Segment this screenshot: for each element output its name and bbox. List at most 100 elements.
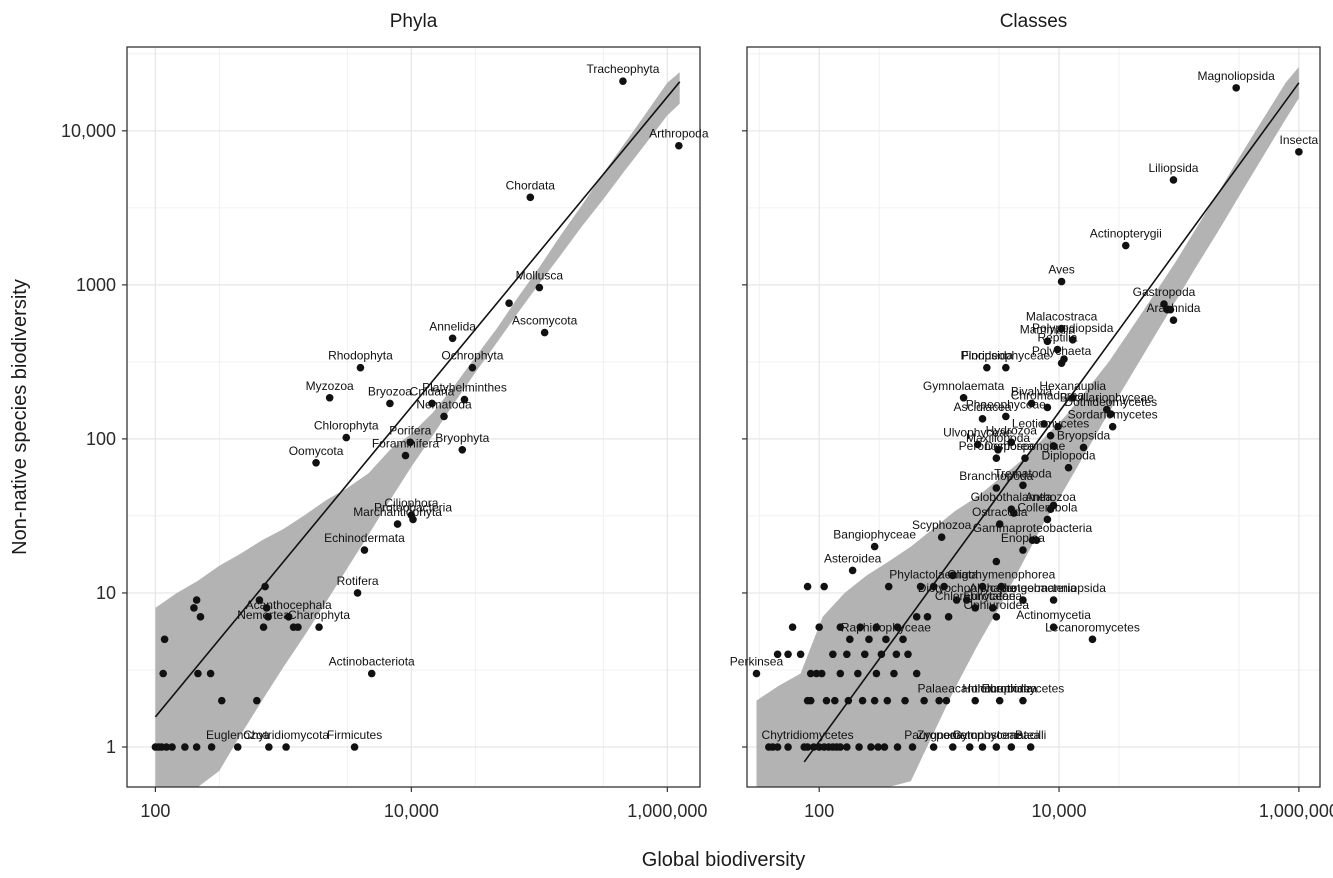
confidence-band — [155, 72, 680, 787]
data-point — [994, 445, 1002, 454]
x-tick-label: 100 — [804, 801, 834, 821]
point-label: Bryophyta — [435, 431, 489, 445]
data-point — [526, 193, 535, 202]
data-point — [284, 613, 293, 621]
data-point — [843, 650, 851, 659]
point-label: Nematoda — [416, 397, 472, 411]
data-point — [1043, 515, 1052, 524]
data-point — [883, 696, 892, 705]
data-point — [965, 743, 974, 751]
point-label: Pauropoda — [904, 728, 963, 742]
data-point — [912, 669, 921, 678]
data-point — [882, 635, 890, 644]
data-point — [929, 582, 938, 591]
point-label: Palaeacanthocephala — [918, 682, 1034, 696]
data-point — [1068, 335, 1077, 344]
data-point — [1049, 501, 1058, 510]
data-point — [983, 363, 991, 372]
point-label: Chytridiomycota — [243, 728, 329, 742]
data-point — [971, 604, 980, 612]
point-label: Mammalia — [1020, 322, 1076, 336]
data-point — [988, 604, 997, 612]
point-label: Tracheophyta — [586, 62, 659, 76]
point-label: Oligohymenophorea — [947, 568, 1055, 582]
data-point — [992, 613, 1001, 621]
point-label: Holothuroidea — [962, 682, 1037, 696]
data-point — [1019, 546, 1027, 554]
data-point — [800, 743, 809, 751]
data-point — [942, 696, 951, 705]
data-point — [1002, 363, 1010, 372]
point-label: Branchiopoda — [959, 469, 1033, 483]
x-tick-label: 10,000 — [1032, 801, 1087, 821]
data-point — [1057, 359, 1066, 368]
point-label: Sordariomycetes — [1068, 408, 1158, 422]
data-point — [874, 743, 882, 751]
data-point — [817, 669, 826, 678]
point-label: Rotifera — [337, 574, 379, 588]
data-point — [893, 623, 902, 631]
data-point — [860, 650, 869, 659]
point-label: Ciliophora — [384, 496, 438, 510]
y-tick-label: 1 — [106, 737, 116, 757]
data-point — [406, 438, 415, 447]
point-label: Bryopsida — [1057, 428, 1111, 442]
data-point — [1049, 442, 1058, 450]
point-label: Ulvophyceae — [943, 425, 1013, 439]
data-point — [848, 566, 857, 575]
data-point — [294, 623, 302, 631]
panel-title: Phyla — [390, 11, 438, 32]
data-point — [448, 334, 457, 343]
point-label: Lecanoromycetes — [1045, 620, 1140, 634]
data-point — [877, 650, 886, 659]
data-point — [1026, 743, 1035, 751]
data-point — [944, 613, 953, 621]
point-label: Gammaproteobacteria — [973, 521, 1093, 535]
data-point — [992, 557, 1001, 566]
data-point — [940, 582, 948, 591]
point-label: Arachnida — [1146, 301, 1200, 315]
data-point — [255, 596, 264, 604]
data-point — [675, 141, 683, 150]
data-point — [282, 743, 290, 751]
data-point — [356, 363, 365, 372]
data-point — [935, 696, 943, 705]
data-point — [458, 445, 467, 454]
data-point — [1049, 596, 1058, 604]
point-label: Foraminifera — [372, 437, 440, 451]
data-point — [160, 635, 169, 644]
data-point — [971, 696, 980, 705]
data-point — [262, 604, 271, 612]
point-label: Collembola — [1017, 500, 1077, 514]
data-point — [773, 650, 782, 659]
data-point — [843, 743, 851, 751]
panel-border — [746, 46, 1321, 788]
data-point — [253, 696, 261, 705]
data-point — [858, 696, 867, 705]
data-point — [162, 743, 171, 751]
point-label: Eurotiomycetes — [982, 682, 1065, 696]
point-label: Insecta — [1280, 133, 1319, 147]
data-point — [342, 433, 351, 442]
data-point — [353, 589, 362, 597]
data-point — [196, 613, 205, 621]
point-label: Cnidaria — [410, 384, 455, 398]
point-label: Rhodophyta — [328, 349, 393, 363]
data-point — [929, 743, 938, 751]
data-point — [773, 743, 782, 751]
data-point — [1010, 509, 1018, 517]
point-label: Actinopterygii — [1090, 227, 1162, 241]
x-tick-label: 1,000,000 — [627, 801, 707, 821]
data-point — [978, 415, 987, 423]
data-point — [836, 669, 845, 678]
point-label: Asteroidea — [824, 551, 882, 565]
data-point — [844, 696, 853, 705]
data-point — [973, 440, 982, 449]
data-point — [865, 635, 873, 644]
data-point — [1007, 743, 1016, 751]
x-tick-label: 1,000,000 — [1259, 801, 1333, 821]
point-label: Phaeophyceae — [966, 397, 1046, 411]
data-point — [784, 743, 792, 751]
